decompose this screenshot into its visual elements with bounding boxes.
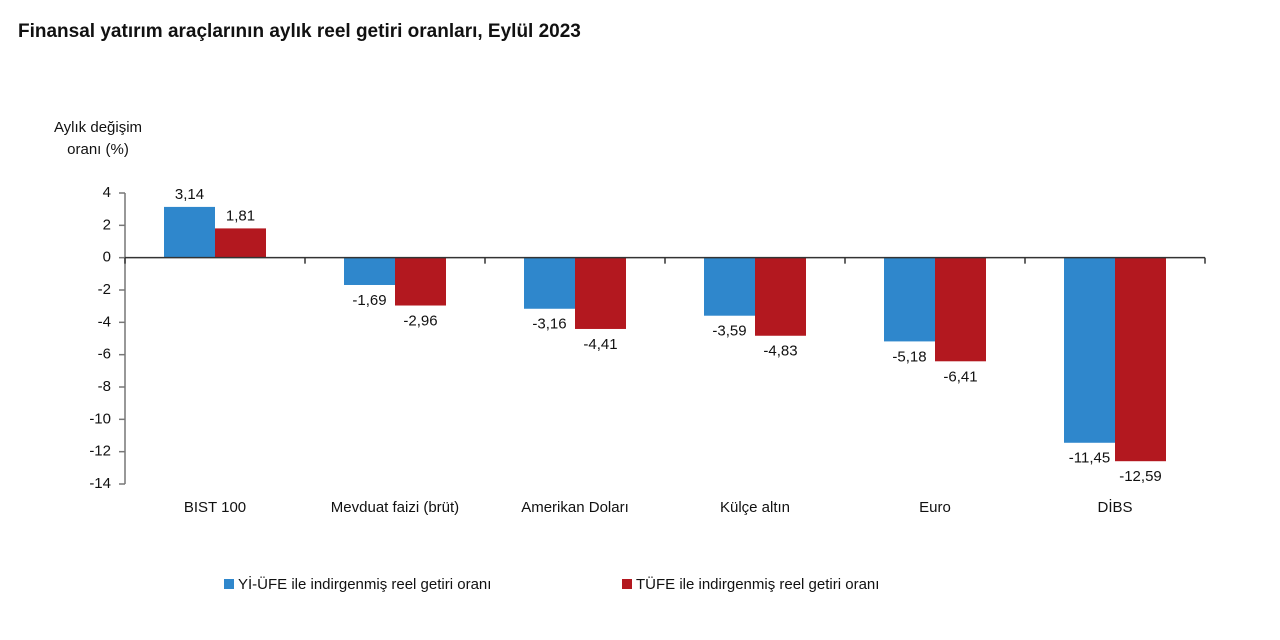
value-label: -4,41	[583, 336, 617, 353]
y-tick-label: -12	[89, 443, 111, 460]
legend-label: Yİ-ÜFE ile indirgenmiş reel getiri oranı	[238, 575, 491, 593]
y-tick-label: -14	[89, 475, 111, 492]
chart-title: Finansal yatırım araçlarının aylık reel …	[18, 21, 581, 42]
value-label: -5,18	[892, 348, 926, 365]
y-tick-label: 0	[103, 249, 111, 266]
x-tick-label: DİBS	[1097, 498, 1132, 516]
value-label: -2,96	[403, 312, 437, 329]
value-label: 1,81	[226, 207, 255, 224]
legend-label: TÜFE ile indirgenmiş reel getiri oranı	[636, 575, 879, 593]
value-label: -3,59	[712, 323, 746, 340]
bar	[704, 257, 755, 316]
x-tick-label: Amerikan Doları	[521, 499, 629, 516]
x-tick-label: Euro	[919, 499, 951, 516]
y-tick-label: -8	[98, 378, 111, 395]
bar	[395, 257, 446, 306]
value-label: -3,16	[532, 316, 566, 333]
value-label: -1,69	[352, 292, 386, 309]
x-tick-label: BIST 100	[184, 499, 246, 516]
bar	[1064, 257, 1115, 443]
bar	[215, 228, 266, 258]
value-label: 3,14	[175, 186, 204, 203]
y-tick-label: -10	[89, 410, 111, 427]
y-tick-label: -2	[98, 281, 111, 298]
x-tick-label: Külçe altın	[720, 499, 790, 516]
value-label: -12,59	[1119, 468, 1162, 485]
legend-swatch	[622, 579, 632, 589]
y-axis-label: Aylık değişim	[54, 119, 142, 136]
bar	[755, 257, 806, 336]
bar	[575, 257, 626, 329]
value-label: -11,45	[1069, 450, 1110, 467]
bar	[884, 257, 935, 342]
y-axis-label: oranı (%)	[67, 141, 129, 158]
bar	[344, 257, 395, 285]
bar	[935, 257, 986, 362]
y-tick-label: 4	[103, 184, 111, 201]
y-tick-label: -6	[98, 346, 111, 363]
y-tick-label: 2	[103, 216, 111, 233]
x-tick-label: Mevduat faizi (brüt)	[331, 499, 459, 516]
y-tick-label: -4	[98, 313, 111, 330]
value-label: -4,83	[763, 343, 797, 360]
bar	[524, 257, 575, 309]
value-label: -6,41	[943, 368, 977, 385]
bar	[1115, 257, 1166, 462]
legend-swatch	[224, 579, 234, 589]
bar	[164, 206, 215, 258]
